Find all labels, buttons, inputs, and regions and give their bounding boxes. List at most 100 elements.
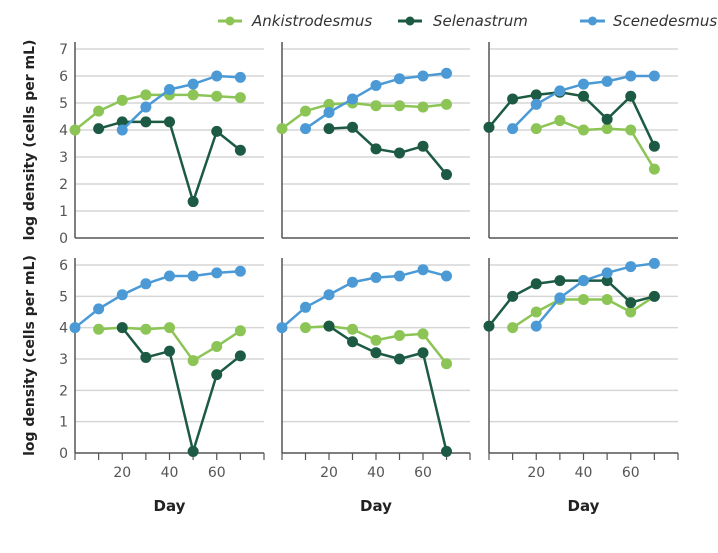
panel: 0 1 2 3 4 5 6 7 xyxy=(59,42,264,247)
data-point-ankistrodesmus xyxy=(300,322,311,334)
data-point-ankistrodesmus xyxy=(394,100,405,112)
data-point-selenastrum xyxy=(323,123,335,135)
y-tick-label: 1 xyxy=(59,415,68,431)
data-point-selenastrum xyxy=(554,275,566,287)
data-point-scenedesmus xyxy=(441,270,452,282)
data-point-scenedesmus xyxy=(394,270,405,282)
data-point-scenedesmus xyxy=(347,276,358,288)
y-tick-label: 6 xyxy=(59,69,68,85)
data-point-selenastrum xyxy=(530,278,542,290)
y-axis-label: log density (cells per mL) xyxy=(22,40,38,241)
legend-label: Selenastrum xyxy=(433,12,528,30)
series-line-ankistrodesmus xyxy=(535,119,656,170)
y-tick-label: 5 xyxy=(59,96,68,112)
data-point-ankistrodesmus xyxy=(187,89,199,101)
x-tick-label: 20 xyxy=(320,465,338,481)
data-point-selenastrum xyxy=(323,320,335,332)
data-point-scenedesmus xyxy=(625,70,637,82)
panel xyxy=(483,42,678,239)
data-point-selenastrum xyxy=(417,347,429,359)
data-point-scenedesmus xyxy=(394,73,405,85)
data-point-ankistrodesmus xyxy=(507,322,519,334)
data-point-selenastrum xyxy=(441,445,452,457)
data-point-scenedesmus xyxy=(417,70,429,82)
data-point-ankistrodesmus xyxy=(164,322,175,334)
data-point-scenedesmus xyxy=(347,93,358,105)
data-point-ankistrodesmus xyxy=(648,163,660,175)
data-point-scenedesmus xyxy=(323,289,335,301)
data-point-scenedesmus xyxy=(276,322,288,334)
data-point-ankistrodesmus xyxy=(601,123,613,135)
data-point-ankistrodesmus xyxy=(530,123,542,135)
series-line-selenastrum xyxy=(328,126,448,176)
data-point-ankistrodesmus xyxy=(140,89,152,101)
data-point-selenastrum xyxy=(507,290,519,302)
x-tick-label: 60 xyxy=(622,465,640,481)
data-point-selenastrum xyxy=(211,125,223,137)
data-point-selenastrum xyxy=(483,121,495,133)
data-point-scenedesmus xyxy=(648,70,660,82)
data-point-ankistrodesmus xyxy=(625,124,637,136)
legend-item: Scenedesmus xyxy=(580,12,717,30)
data-point-ankistrodesmus xyxy=(276,123,288,135)
data-point-ankistrodesmus xyxy=(370,334,382,346)
y-tick-label: 1 xyxy=(59,204,68,220)
data-point-selenastrum xyxy=(187,196,199,208)
data-point-scenedesmus xyxy=(300,123,311,135)
data-point-ankistrodesmus xyxy=(211,340,223,352)
legend-swatch-marker xyxy=(405,16,415,26)
data-point-selenastrum xyxy=(347,336,358,348)
data-point-ankistrodesmus xyxy=(441,98,452,110)
data-point-selenastrum xyxy=(370,143,382,155)
data-point-scenedesmus xyxy=(211,267,223,279)
data-point-selenastrum xyxy=(648,140,660,152)
legend-item: Selenastrum xyxy=(398,12,528,30)
data-point-selenastrum xyxy=(507,93,519,105)
data-point-scenedesmus xyxy=(625,261,637,273)
series-line-scenedesmus xyxy=(281,268,447,329)
data-point-selenastrum xyxy=(601,113,613,125)
data-point-scenedesmus xyxy=(93,303,105,315)
data-point-scenedesmus xyxy=(164,84,175,95)
y-tick-label: 0 xyxy=(59,446,68,462)
data-point-selenastrum xyxy=(370,347,382,359)
y-tick-label: 0 xyxy=(59,231,68,247)
x-tick-label: 20 xyxy=(527,465,545,481)
data-point-scenedesmus xyxy=(164,270,175,282)
series-line-scenedesmus xyxy=(535,262,655,327)
y-tick-label: 4 xyxy=(59,123,68,139)
data-point-ankistrodesmus xyxy=(417,328,429,340)
data-point-ankistrodesmus xyxy=(211,90,223,102)
legend-label: Scenedesmus xyxy=(613,12,717,30)
data-point-selenastrum xyxy=(116,116,128,128)
y-tick-label: 5 xyxy=(59,289,68,305)
data-point-scenedesmus xyxy=(140,101,152,113)
data-point-ankistrodesmus xyxy=(347,323,358,335)
data-point-ankistrodesmus xyxy=(394,330,405,341)
panel xyxy=(276,42,470,239)
series-line-scenedesmus xyxy=(74,270,241,329)
data-point-ankistrodesmus xyxy=(116,94,128,106)
data-point-ankistrodesmus xyxy=(601,293,613,305)
data-point-ankistrodesmus xyxy=(140,323,152,335)
data-point-selenastrum xyxy=(441,169,452,181)
data-point-selenastrum xyxy=(187,445,199,457)
data-point-scenedesmus xyxy=(69,322,81,334)
y-axis-label: log density (cells per mL) xyxy=(22,255,38,456)
legend-swatch-marker xyxy=(588,16,597,26)
data-point-scenedesmus xyxy=(554,292,566,304)
data-point-selenastrum xyxy=(234,350,246,362)
x-tick-label: 40 xyxy=(161,465,179,481)
data-point-scenedesmus xyxy=(601,75,613,87)
x-axis-label: Day xyxy=(154,497,186,515)
y-tick-label: 2 xyxy=(59,177,68,193)
data-point-ankistrodesmus xyxy=(323,98,335,110)
data-point-selenastrum xyxy=(347,121,358,133)
legend-item: Ankistrodesmus xyxy=(218,12,372,30)
data-point-selenastrum xyxy=(164,345,175,357)
data-point-selenastrum xyxy=(601,275,613,287)
data-point-selenastrum xyxy=(116,322,128,334)
data-point-scenedesmus xyxy=(234,71,246,83)
y-tick-label: 2 xyxy=(59,383,68,399)
data-point-ankistrodesmus xyxy=(578,124,589,136)
